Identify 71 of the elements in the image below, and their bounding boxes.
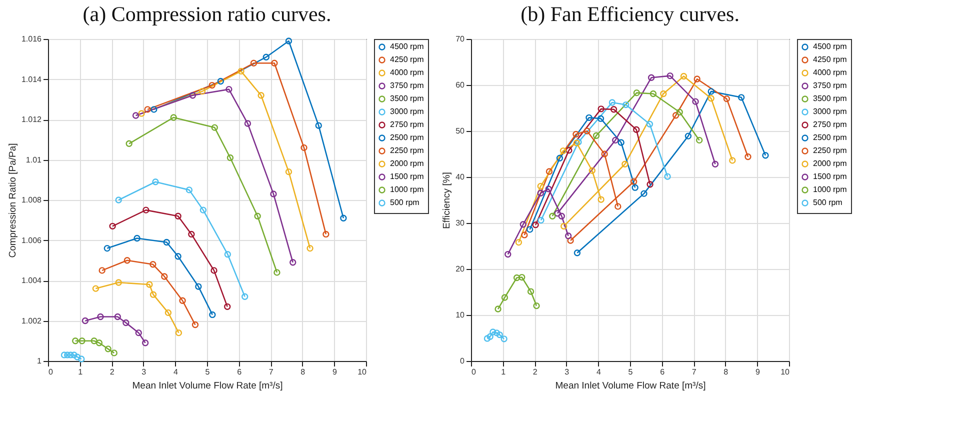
legend-label: 1000 rpm (813, 185, 848, 194)
y-tick-label: 1.008 (21, 196, 42, 204)
legend-label: 2500 rpm (390, 133, 424, 142)
x-tick-label: 9 (755, 368, 760, 376)
x-tick-label: 4 (173, 368, 178, 376)
x-axis-title: Mean Inlet Volume Flow Rate [m³/s] (132, 380, 283, 392)
legend-label: 2250 rpm (390, 146, 424, 155)
x-tick-label: 6 (660, 368, 666, 376)
x-tick-label: 2 (110, 368, 115, 376)
y-tick-label: 1.016 (21, 34, 42, 44)
y-tick-label: 50 (456, 126, 466, 136)
y-tick-label: 1.004 (21, 276, 42, 285)
y-tick-label: 1.012 (21, 115, 42, 124)
legend-label: 3000 rpm (813, 107, 848, 116)
x-tick-label: 3 (142, 368, 147, 376)
y-tick-label: 70 (456, 34, 466, 44)
legend-label: 3500 rpm (813, 94, 848, 103)
chart-title: (b) Fan Efficiency curves. (520, 2, 740, 26)
x-tick-label: 2 (532, 368, 538, 376)
x-tick-label: 5 (205, 368, 210, 376)
legend-label: 4250 rpm (390, 55, 424, 64)
x-tick-label: 3 (564, 368, 570, 376)
x-tick-label: 6 (237, 368, 242, 376)
x-tick-label: 4 (596, 368, 602, 376)
legend-label: 4500 rpm (390, 42, 424, 51)
y-tick-label: 1.01 (26, 155, 42, 164)
y-axis-title: Efficiency [%] (442, 172, 453, 229)
legend-label: 1500 rpm (813, 172, 848, 181)
x-tick-label: 5 (628, 368, 634, 376)
x-tick-label: 1 (501, 368, 506, 376)
legend-label: 2000 rpm (813, 159, 848, 168)
legend-label: 4000 rpm (813, 68, 848, 77)
y-axis-title: Compression Ratio [Pa/Pa] (7, 143, 18, 258)
legend-label: 2500 rpm (813, 133, 848, 142)
legend-label: 3750 rpm (390, 81, 424, 90)
legend-label: 2250 rpm (813, 146, 848, 155)
legend-label: 4250 rpm (813, 55, 848, 64)
x-tick-label: 1 (78, 368, 84, 376)
y-tick-label: 40 (456, 172, 466, 182)
legend-label: 2000 rpm (390, 159, 424, 168)
legend-label: 1500 rpm (390, 172, 424, 181)
x-tick-label: 0 (48, 368, 54, 376)
y-tick-label: 1.006 (21, 236, 42, 245)
x-tick-label: 0 (472, 368, 476, 376)
y-tick-label: 30 (456, 218, 466, 228)
y-tick-label: 0 (460, 356, 466, 366)
legend-label: 2750 rpm (813, 120, 848, 129)
legend-label: 4000 rpm (390, 68, 424, 77)
y-tick-label: 10 (456, 310, 466, 320)
y-tick-label: 60 (456, 80, 466, 90)
legend-label: 3000 rpm (390, 107, 424, 116)
y-tick-label: 1 (37, 356, 42, 366)
legend-label: 2750 rpm (390, 120, 424, 129)
y-tick-label: 20 (456, 264, 466, 274)
legend-label: 4500 rpm (813, 42, 848, 51)
legend-label: 500 rpm (813, 198, 843, 207)
legend-label: 1000 rpm (390, 185, 424, 194)
chart-title: (a) Compression ratio curves. (82, 2, 332, 26)
x-tick-label: 9 (332, 368, 338, 376)
x-tick-label: 7 (268, 368, 274, 376)
x-axis-title: Mean Inlet Volume Flow Rate [m³/s] (555, 380, 706, 392)
legend-label: 3750 rpm (813, 81, 848, 90)
legend-label: 3500 rpm (390, 94, 424, 103)
x-tick-label: 8 (724, 368, 729, 376)
x-tick-label: 8 (300, 368, 306, 376)
legend-label: 500 rpm (390, 198, 420, 207)
x-tick-label: 10 (780, 368, 790, 376)
y-tick-label: 1.002 (21, 316, 42, 326)
x-tick-label: 10 (358, 368, 368, 376)
x-tick-label: 7 (692, 368, 697, 376)
y-tick-label: 1.014 (21, 74, 42, 84)
